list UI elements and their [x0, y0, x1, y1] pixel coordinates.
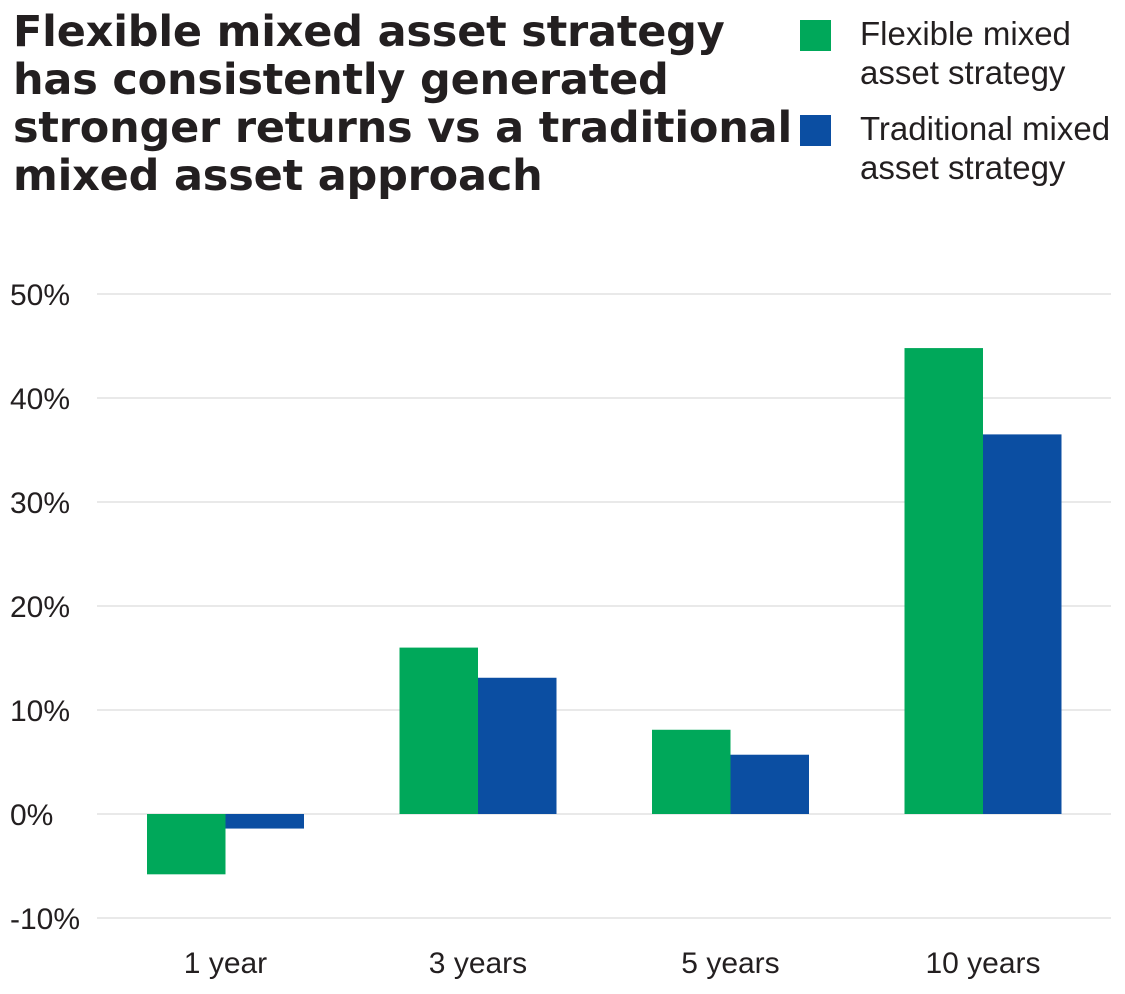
chart-title-line: Flexible mixed asset strategy: [13, 7, 725, 57]
y-tick-label: 40%: [10, 383, 70, 416]
y-axis-tick-labels: 50% 40% 30% 20% 10% 0% -10%: [10, 279, 80, 936]
legend-label-line: Flexible mixed: [860, 15, 1071, 52]
y-tick-label: 0%: [10, 799, 53, 832]
x-tick-label: 1 year: [184, 947, 267, 980]
y-tick-label: 10%: [10, 695, 70, 728]
chart-title: Flexible mixed asset strategy has consis…: [13, 7, 793, 201]
x-tick-label: 10 years: [925, 947, 1040, 980]
x-axis-tick-labels: 1 year 3 years 5 years 10 years: [184, 947, 1041, 980]
legend-label-line: Traditional mixed: [860, 110, 1111, 147]
y-tick-label: 20%: [10, 591, 70, 624]
bar: [904, 348, 983, 814]
bar: [730, 754, 809, 814]
legend-label-traditional: Traditional mixed asset strategy: [860, 109, 1120, 187]
bars: [147, 348, 1062, 875]
bar: [399, 647, 478, 814]
legend-swatch-flexible: [800, 20, 831, 51]
y-tick-label: -10%: [10, 903, 80, 936]
x-tick-label: 5 years: [681, 947, 779, 980]
bar: [147, 814, 226, 875]
bar: [478, 677, 557, 814]
bar: [983, 434, 1062, 814]
y-tick-label: 30%: [10, 487, 70, 520]
legend-label-flexible: Flexible mixed asset strategy: [860, 14, 1120, 92]
chart-title-line: mixed asset approach: [13, 151, 543, 201]
bar: [225, 814, 304, 829]
y-tick-label: 50%: [10, 279, 70, 312]
legend-label-line: asset strategy: [860, 149, 1066, 186]
legend-label-line: asset strategy: [860, 54, 1066, 91]
legend-item-flexible: Flexible mixed asset strategy: [800, 14, 1120, 109]
bar: [652, 729, 731, 814]
legend-swatch-traditional: [800, 115, 831, 146]
legend-item-traditional: Traditional mixed asset strategy: [800, 109, 1120, 204]
chart-title-line: has consistently generated: [13, 55, 669, 105]
chart-legend: Flexible mixed asset strategy Traditiona…: [800, 14, 1120, 204]
x-tick-label: 3 years: [429, 947, 527, 980]
chart-title-line: stronger returns vs a traditional: [13, 103, 793, 153]
